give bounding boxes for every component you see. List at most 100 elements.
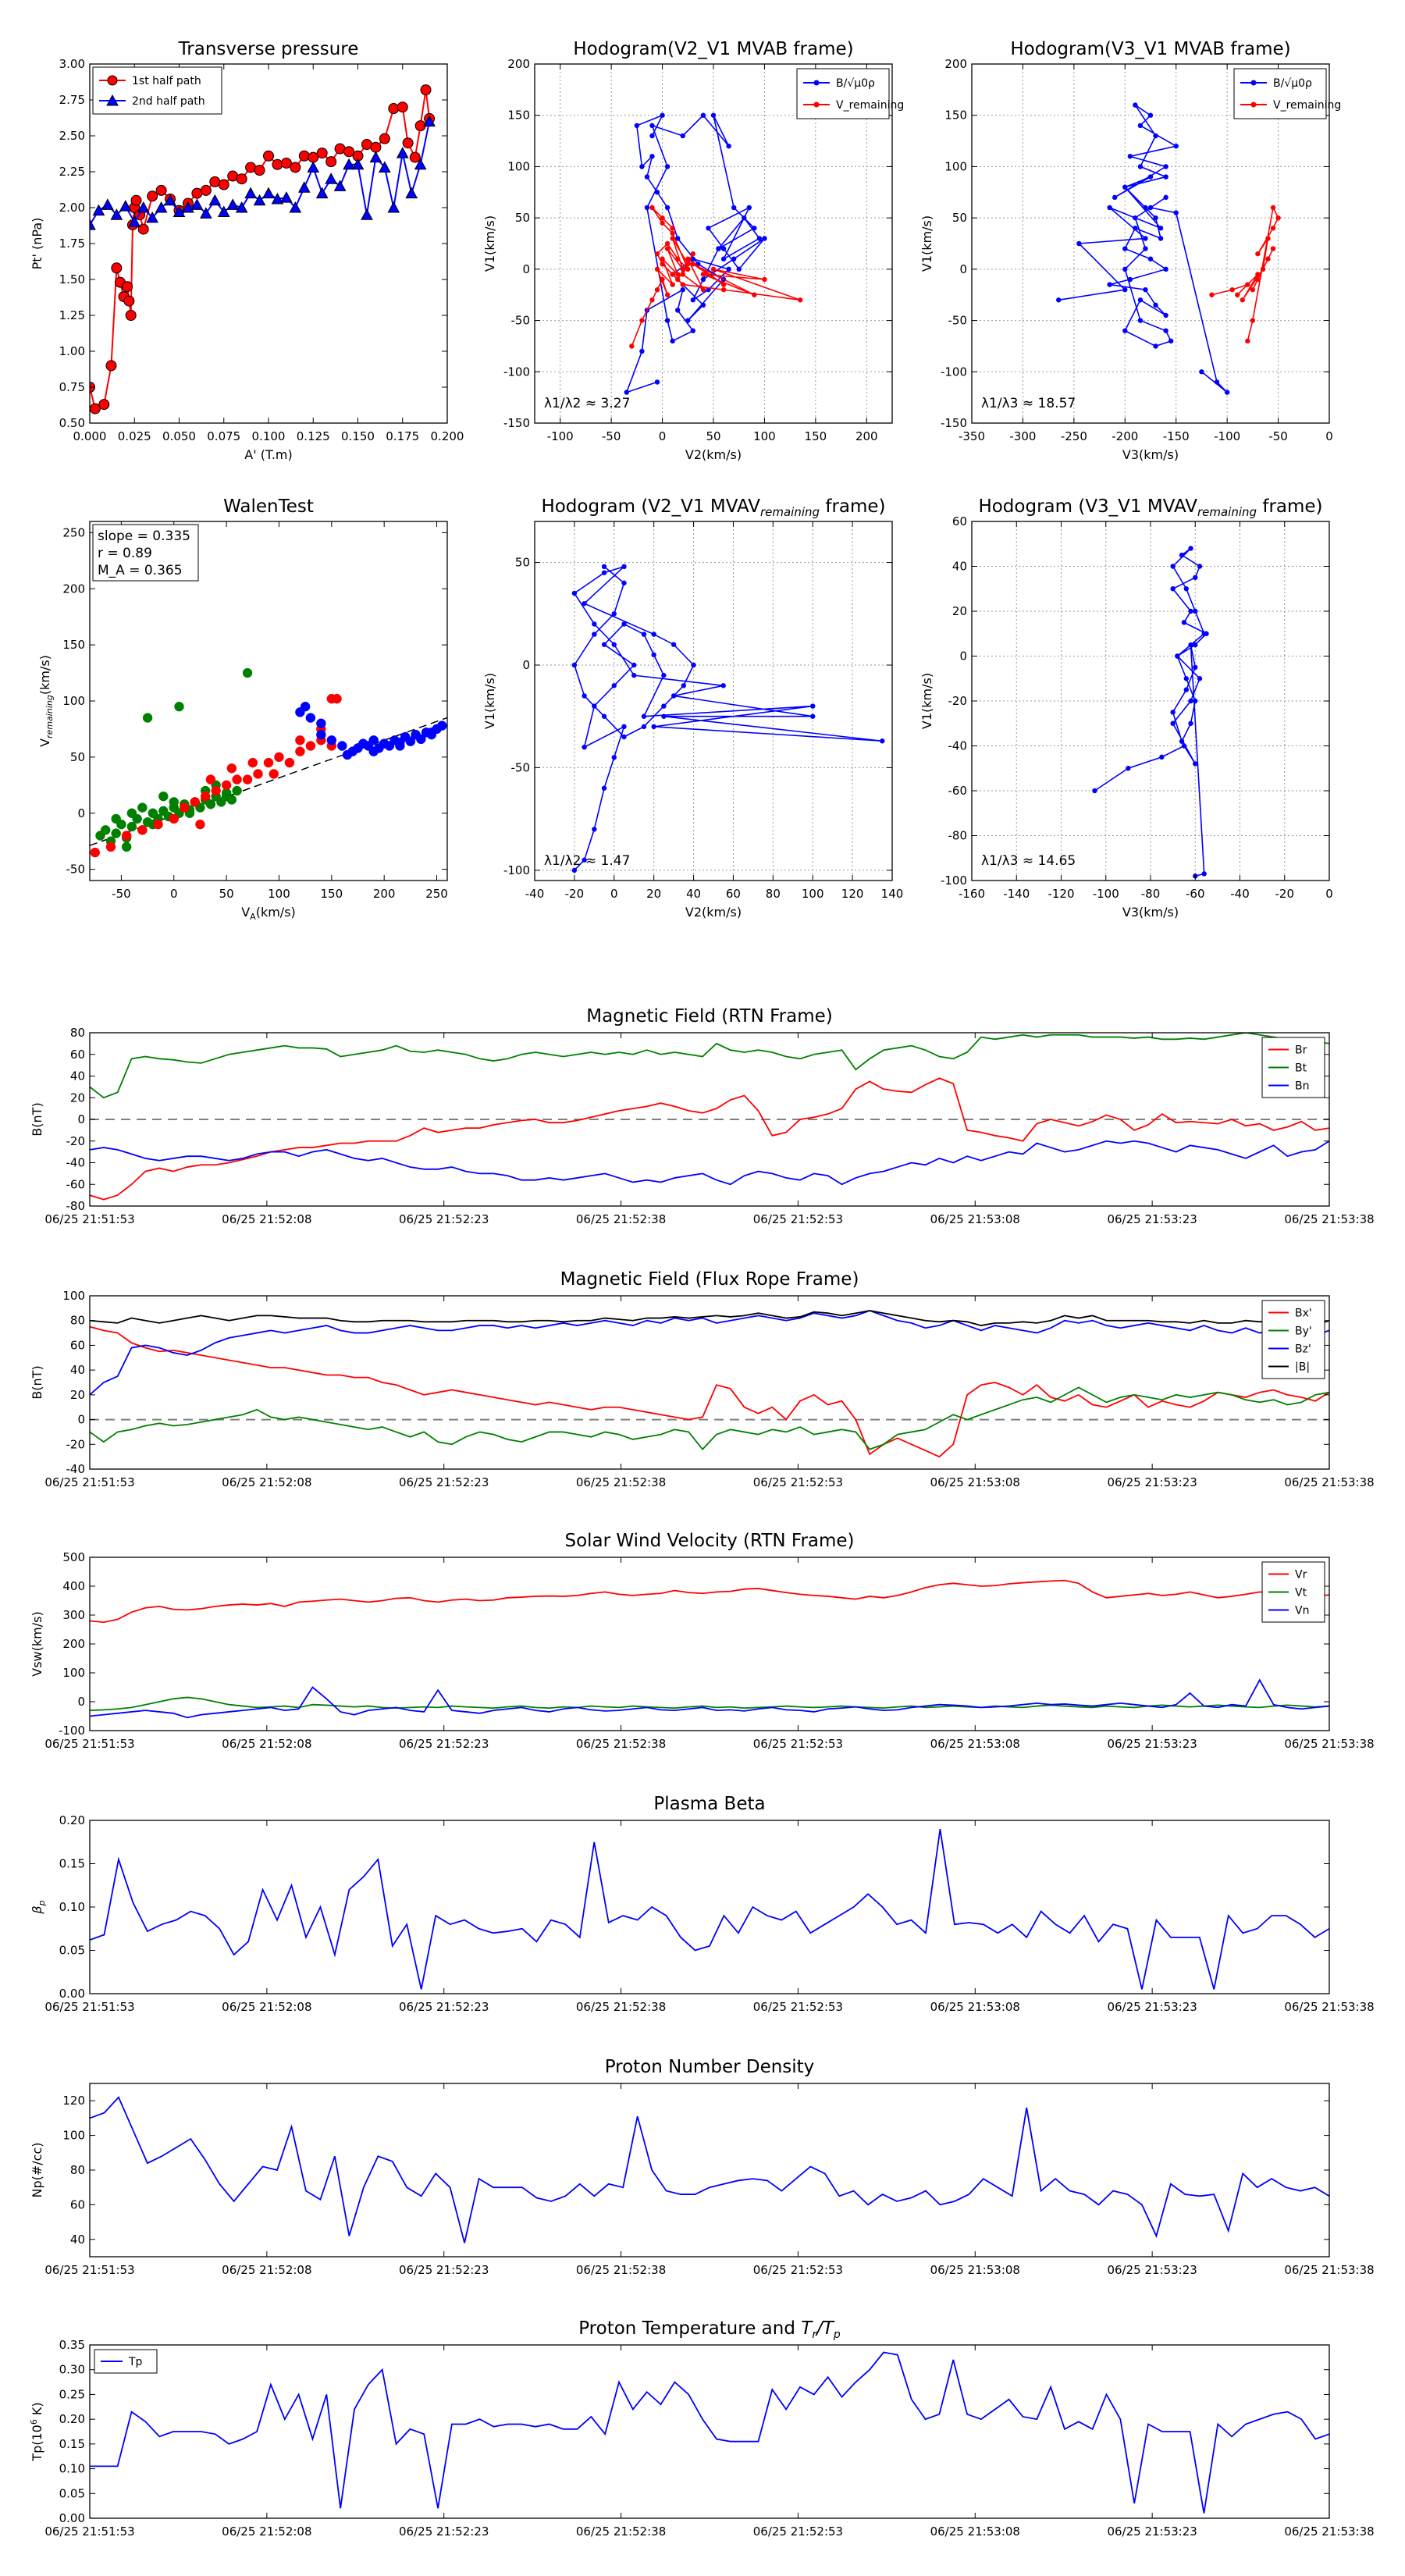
x-tick-label: 06/25 21:52:23 — [399, 1475, 489, 1489]
data-point — [1235, 292, 1240, 297]
x-tick-label: 150 — [805, 429, 827, 443]
title-sub: p — [833, 2329, 841, 2341]
data-point — [295, 746, 305, 756]
chart-panel-ts_beta: 06/25 21:51:53 06/25 21:52:08 06/25 21:52:… — [30, 1794, 1375, 2014]
data-point — [601, 642, 607, 647]
data-point — [217, 205, 230, 218]
data-point — [126, 821, 137, 832]
data-point — [680, 282, 685, 287]
legend-label: Bn — [1295, 1080, 1309, 1093]
data-point — [122, 281, 133, 293]
data-point — [126, 808, 137, 818]
data-point — [200, 184, 212, 196]
x-tick-label: 0.100 — [252, 429, 286, 443]
data-point — [169, 797, 180, 807]
x-tick-label: 06/25 21:53:38 — [1284, 1212, 1374, 1226]
y-tick-label: -100 — [503, 863, 530, 877]
x-tick-label: 06/25 21:53:38 — [1284, 2263, 1374, 2277]
axes-frame — [89, 2344, 1330, 2519]
legend-marker — [106, 94, 119, 106]
chart-panel-h2: -350 -300 -250 -200 -150 -100 -50 0 -150 -100 -50 0… — [919, 39, 1341, 462]
data-point — [592, 703, 597, 709]
x-tick-label: 06/25 21:52:23 — [399, 2000, 489, 2014]
data-point — [1260, 266, 1266, 272]
data-point — [810, 713, 816, 719]
data-point — [1188, 546, 1193, 551]
x-tick-label: 06/25 21:53:23 — [1107, 2263, 1197, 2277]
x-tick-label: -50 — [1268, 429, 1288, 443]
data-point — [1173, 210, 1179, 215]
data-point — [661, 713, 667, 719]
data-point — [660, 220, 665, 226]
data-point — [1158, 226, 1164, 231]
data-point — [137, 825, 148, 835]
data-point — [232, 785, 242, 796]
data-point — [746, 205, 752, 211]
data-point — [664, 246, 670, 251]
chart-panel-ts_tp: 06/25 21:51:53 06/25 21:52:08 06/25 21:52:… — [29, 2318, 1375, 2539]
series-b-0- — [1056, 102, 1230, 395]
data-point — [880, 738, 885, 744]
data-point — [1163, 266, 1168, 272]
data-point — [426, 728, 437, 738]
data-point — [1112, 194, 1118, 201]
data-point — [649, 154, 655, 159]
y-tick-label: -50 — [948, 314, 968, 328]
x-tick-label: -80 — [1141, 887, 1161, 901]
y-tick-label: 1.25 — [59, 308, 85, 322]
data-point — [1163, 328, 1168, 333]
x-tick-label: 0 — [1325, 429, 1333, 443]
chart-title: Magnetic Field (RTN Frame) — [586, 1006, 833, 1026]
y-axis-label: Tp(106 K) — [29, 2402, 44, 2461]
x-tick-label: -150 — [1163, 429, 1190, 443]
data-point — [1158, 236, 1164, 241]
data-point — [611, 642, 617, 647]
chart-title: Transverse pressure — [178, 39, 359, 59]
data-point — [343, 146, 355, 158]
data-point — [582, 857, 587, 863]
data-point — [361, 208, 373, 220]
title-tail: frame) — [820, 496, 886, 517]
data-point — [670, 282, 675, 287]
data-point — [123, 295, 135, 307]
data-point — [90, 847, 100, 858]
data-point — [762, 236, 767, 241]
data-point — [190, 797, 200, 807]
x-tick-label: 100 — [802, 887, 824, 901]
x-tick-label: 60 — [726, 887, 741, 901]
chart-title: Hodogram (V3_V1 MVAVremaining frame) — [978, 496, 1322, 519]
data-point — [700, 276, 706, 283]
data-point — [332, 693, 342, 704]
x-tick-label: 0 — [1325, 887, 1333, 901]
data-point — [670, 693, 677, 699]
x-tick-label: 06/25 21:53:08 — [930, 1475, 1020, 1489]
data-point — [221, 780, 232, 791]
x-axis-label: V2(km/s) — [685, 447, 742, 462]
x-tick-label: 06/25 21:53:38 — [1284, 2524, 1374, 2539]
stats-box — [92, 524, 199, 582]
data-point — [571, 867, 578, 873]
series-bt-line — [90, 1033, 1329, 1099]
data-point — [1201, 871, 1207, 877]
data-point — [1147, 256, 1154, 262]
data-point — [660, 112, 665, 118]
data-point — [1122, 328, 1128, 333]
legend-box — [92, 66, 222, 115]
x-tick-label: 06/25 21:51:53 — [44, 1212, 134, 1226]
data-point — [280, 157, 292, 169]
chart-panel-walen: -50 0 50 100 150 200 250 -50 0 50 100 150 200 250 Wale… — [37, 496, 448, 922]
y-tick-label: 150 — [62, 638, 85, 652]
y-tick-label: 0.20 — [59, 1813, 85, 1827]
data-point — [142, 713, 153, 723]
data-point — [716, 246, 721, 251]
legend-marker — [813, 80, 820, 86]
y-tick-label: 300 — [62, 1608, 85, 1622]
stats-r: r = 0.89 — [98, 546, 152, 561]
label-tail: K) — [30, 2402, 44, 2419]
data-point — [244, 187, 257, 199]
y-axis-label: V1(km/s) — [919, 673, 934, 729]
x-tick-label: 06/25 21:52:23 — [399, 2524, 489, 2539]
data-point — [654, 190, 660, 195]
y-tick-label: 40 — [952, 560, 967, 574]
y-tick-label: 1.75 — [59, 237, 85, 251]
